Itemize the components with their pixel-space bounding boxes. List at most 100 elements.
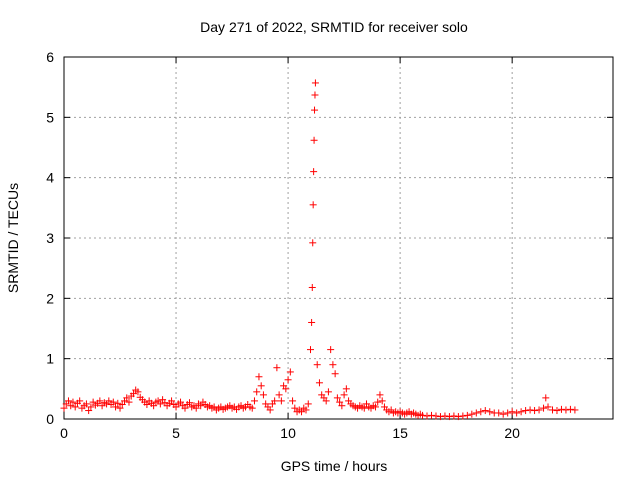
data-point [445,413,453,421]
data-point [118,401,126,409]
data-point [116,404,124,412]
data-point [310,168,318,176]
data-point [273,364,281,372]
data-point [67,402,75,410]
data-point [376,391,384,399]
data-point [495,409,503,417]
data-point [374,398,382,406]
data-point [504,409,512,417]
data-point [571,406,579,414]
y-tick-label: 1 [46,351,54,367]
data-point [309,239,317,247]
data-point [557,405,565,413]
data-point [255,373,263,381]
data-point [432,412,440,420]
data-point [181,404,189,412]
data-point [105,397,113,405]
data-point [87,403,95,411]
data-point [553,407,561,415]
data-point [427,411,435,419]
data-point [76,397,84,405]
data-point [340,391,348,399]
chart-title: Day 271 of 2022, SRMTID for receiver sol… [200,19,468,35]
data-point [419,411,427,419]
data-point [253,388,261,396]
data-point [513,409,521,417]
data-point [192,404,200,412]
data-point [282,385,290,393]
data-point [360,404,368,412]
data-point [459,412,467,420]
data-point [308,283,316,291]
x-tick-label: 20 [504,425,520,441]
data-point [463,411,471,419]
data-point [150,402,158,410]
data-point [338,402,346,410]
data-point [168,397,176,405]
data-point [540,404,548,412]
x-axis-label: GPS time / hours [281,458,388,474]
data-point [378,397,386,405]
data-point [436,413,444,421]
data-point [450,412,458,420]
data-point [71,403,79,411]
data-point [468,410,476,418]
data-point [286,368,294,376]
data-point [562,406,570,414]
data-point [82,400,90,408]
data-point [60,404,68,412]
data-point [535,406,543,414]
data-point [85,407,93,415]
data-point [96,397,104,405]
data-point [64,397,72,405]
data-point [266,406,274,414]
data-point [197,402,205,410]
y-axis-label: SRMTID / TECUs [5,183,21,293]
data-point [129,390,137,398]
data-point [302,406,310,414]
axis-ticks: 0 5 10 15 20 0 1 2 3 4 5 6 [46,49,613,441]
data-point [310,136,318,144]
x-tick-label: 5 [172,425,180,441]
data-point [531,407,539,415]
data-point [308,318,316,326]
data-point [517,408,525,416]
data-point [277,397,285,405]
data-point [156,400,164,408]
data-point [322,397,330,405]
data-point [257,382,265,390]
data-point [289,397,297,405]
data-point [112,403,120,411]
data-point [291,404,299,412]
data-point [329,361,337,369]
data-point [275,391,283,399]
y-tick-label: 0 [46,411,54,427]
data-point [566,405,574,413]
data-point [134,388,142,396]
data-point [311,91,319,99]
data-point [331,370,339,378]
data-point [69,398,77,406]
data-point [342,385,350,393]
data-point [548,406,556,414]
data-point [336,398,344,406]
data-point [185,399,193,407]
data-point [114,399,122,407]
data-point [441,412,449,420]
data-point [371,403,379,411]
data-point [526,406,534,414]
y-tick-label: 3 [46,230,54,246]
data-point [311,106,319,114]
data-point [125,398,133,406]
x-tick-label: 15 [392,425,408,441]
y-tick-label: 4 [46,170,54,186]
data-point [259,391,267,399]
data-point [315,379,323,387]
data-point [248,404,256,412]
y-tick-label: 6 [46,49,54,65]
data-point [306,346,314,354]
data-point [271,397,279,405]
data-point [542,394,550,402]
data-point [313,361,321,369]
